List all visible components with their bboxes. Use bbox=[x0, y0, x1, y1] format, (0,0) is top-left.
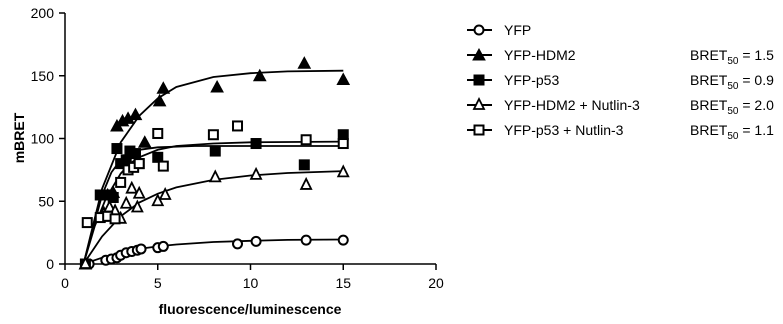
bret-subscript: 50 bbox=[727, 81, 739, 92]
legend-item: YFP-HDM2 BRET50 = 1.5 bbox=[467, 47, 774, 67]
bret-main: BRET bbox=[690, 97, 728, 113]
data-point-series-2 bbox=[209, 145, 221, 157]
data-point-series-0 bbox=[250, 235, 262, 247]
data-point-series-4 bbox=[232, 120, 244, 132]
bret50-label: BRET50 = 0.9 bbox=[690, 72, 774, 92]
data-point-series-1 bbox=[128, 107, 143, 121]
y-axis-title: mBRET bbox=[11, 112, 27, 163]
x-tick-label: 5 bbox=[154, 275, 162, 291]
legend-marker bbox=[472, 47, 486, 61]
data-point-series-1 bbox=[297, 56, 312, 69]
data-point-series-2 bbox=[152, 151, 164, 163]
data-point-series-1 bbox=[252, 68, 267, 82]
bret50-label: BRET50 = 1.1 bbox=[690, 122, 774, 142]
bret-subscript: 50 bbox=[727, 106, 739, 117]
legend-marker bbox=[473, 124, 485, 136]
legend-label: YFP bbox=[504, 22, 531, 38]
bret-value: = 2.0 bbox=[738, 97, 774, 113]
data-point-series-3 bbox=[299, 176, 313, 190]
data-point-series-1 bbox=[137, 135, 152, 148]
y-tick-label: 200 bbox=[31, 5, 55, 21]
data-point-series-4 bbox=[115, 176, 127, 188]
data-point-series-3 bbox=[78, 255, 92, 269]
data-point-series-2 bbox=[107, 191, 119, 203]
legend-label: YFP-HDM2 + Nutlin-3 bbox=[504, 97, 640, 113]
data-point-series-2 bbox=[111, 143, 123, 155]
y-tick-label: 50 bbox=[38, 193, 54, 209]
data-point-series-4 bbox=[207, 129, 219, 141]
bret-main: BRET bbox=[690, 122, 728, 138]
legend-item: YFP bbox=[467, 22, 531, 38]
data-point-series-3 bbox=[151, 193, 165, 207]
legend-item: YFP-p53 + Nutlin-3 BRET50 = 1.1 bbox=[467, 122, 774, 142]
data-point-series-1 bbox=[156, 81, 171, 94]
data-point-series-4 bbox=[133, 158, 145, 170]
data-point-series-2 bbox=[298, 159, 310, 171]
x-tick-label: 10 bbox=[243, 275, 259, 291]
fit-curve-series-3 bbox=[82, 170, 344, 265]
x-tick-label: 15 bbox=[335, 275, 351, 291]
data-point-series-2 bbox=[129, 148, 141, 160]
bret-value: = 1.1 bbox=[738, 122, 774, 138]
legend-label: YFP-p53 bbox=[504, 72, 559, 88]
data-point-series-3 bbox=[119, 195, 133, 209]
bret50-label: BRET50 = 2.0 bbox=[690, 97, 774, 117]
bret-value: = 1.5 bbox=[738, 47, 774, 63]
bret-main: BRET bbox=[690, 47, 728, 63]
data-point-series-0 bbox=[135, 243, 147, 255]
x-tick-label: 20 bbox=[428, 275, 444, 291]
data-point-series-4 bbox=[300, 134, 312, 146]
data-point-series-2 bbox=[250, 138, 262, 150]
y-tick-label: 0 bbox=[46, 256, 54, 272]
data-point-series-3 bbox=[132, 185, 146, 199]
data-point-series-3 bbox=[208, 169, 222, 183]
data-point-series-1 bbox=[152, 93, 167, 107]
data-point-series-0 bbox=[300, 234, 312, 246]
data-point-series-3 bbox=[125, 180, 139, 194]
legend-item: YFP-HDM2 + Nutlin-3 BRET50 = 2.0 bbox=[467, 96, 774, 117]
data-point-series-0 bbox=[337, 234, 349, 246]
y-tick-label: 100 bbox=[31, 131, 55, 147]
legend-marker bbox=[473, 74, 485, 86]
data-point-series-0 bbox=[232, 238, 244, 250]
data-point-series-3 bbox=[336, 164, 350, 178]
data-point-series-1 bbox=[336, 72, 351, 86]
data-point-series-4 bbox=[81, 217, 93, 229]
x-axis-title: fluorescence/luminescence bbox=[159, 301, 342, 317]
y-tick-label: 150 bbox=[31, 68, 55, 84]
data-point-series-3 bbox=[130, 199, 144, 213]
legend-label: YFP-p53 + Nutlin-3 bbox=[504, 122, 624, 138]
data-point-series-4 bbox=[152, 127, 164, 139]
data-point-series-4 bbox=[337, 138, 349, 150]
data-point-series-0 bbox=[157, 240, 169, 252]
data-point-series-4 bbox=[157, 160, 169, 172]
bret-subscript: 50 bbox=[727, 56, 739, 67]
legend-item: YFP-p53 BRET50 = 0.9 bbox=[467, 72, 774, 92]
legend-marker bbox=[472, 96, 486, 110]
data-point-series-3 bbox=[158, 186, 172, 200]
data-point-series-1 bbox=[210, 80, 224, 93]
legend-label: YFP-HDM2 bbox=[504, 47, 576, 63]
x-tick-label: 0 bbox=[61, 275, 69, 291]
bret50-label: BRET50 = 1.5 bbox=[690, 47, 774, 67]
data-point-series-3 bbox=[249, 166, 263, 180]
data-point-series-4 bbox=[109, 213, 121, 225]
legend-marker bbox=[473, 24, 485, 36]
bret-value: = 0.9 bbox=[738, 72, 774, 88]
bret-subscript: 50 bbox=[727, 131, 739, 142]
bret-main: BRET bbox=[690, 72, 728, 88]
